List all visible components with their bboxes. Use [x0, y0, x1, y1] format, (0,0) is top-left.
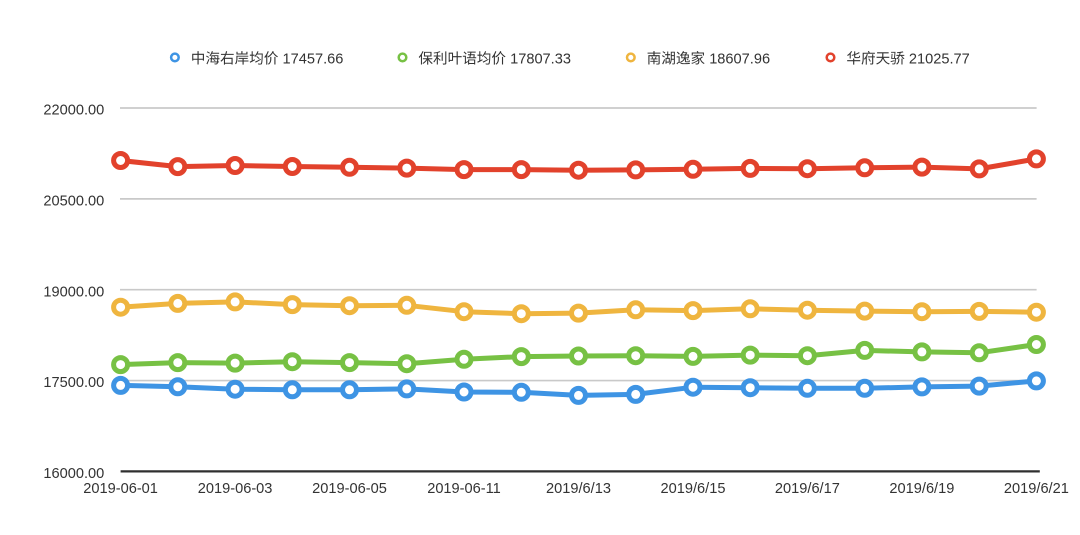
svg-text:2019-06-01: 2019-06-01 — [83, 481, 158, 497]
svg-text:2019-06-05: 2019-06-05 — [312, 481, 387, 497]
svg-text:2019/6/21: 2019/6/21 — [1004, 481, 1069, 497]
svg-text:2019/6/15: 2019/6/15 — [661, 481, 726, 497]
svg-text:17457.66: 17457.66 — [283, 51, 344, 67]
svg-text:20500.00: 20500.00 — [43, 193, 104, 209]
svg-text:21025.77: 21025.77 — [909, 51, 970, 67]
svg-text:2019-06-03: 2019-06-03 — [198, 481, 273, 497]
svg-text:19000.00: 19000.00 — [43, 284, 104, 300]
svg-text:2019-06-11: 2019-06-11 — [427, 481, 501, 497]
svg-text:22000.00: 22000.00 — [43, 103, 104, 119]
svg-text:17807.33: 17807.33 — [510, 51, 571, 67]
svg-text:17500.00: 17500.00 — [43, 375, 104, 391]
svg-text:16000.00: 16000.00 — [43, 466, 104, 482]
svg-text:2019/6/17: 2019/6/17 — [775, 481, 840, 497]
svg-text:18607.96: 18607.96 — [709, 51, 770, 67]
svg-text:2019/6/13: 2019/6/13 — [546, 481, 611, 497]
svg-text:2019/6/19: 2019/6/19 — [889, 481, 954, 497]
